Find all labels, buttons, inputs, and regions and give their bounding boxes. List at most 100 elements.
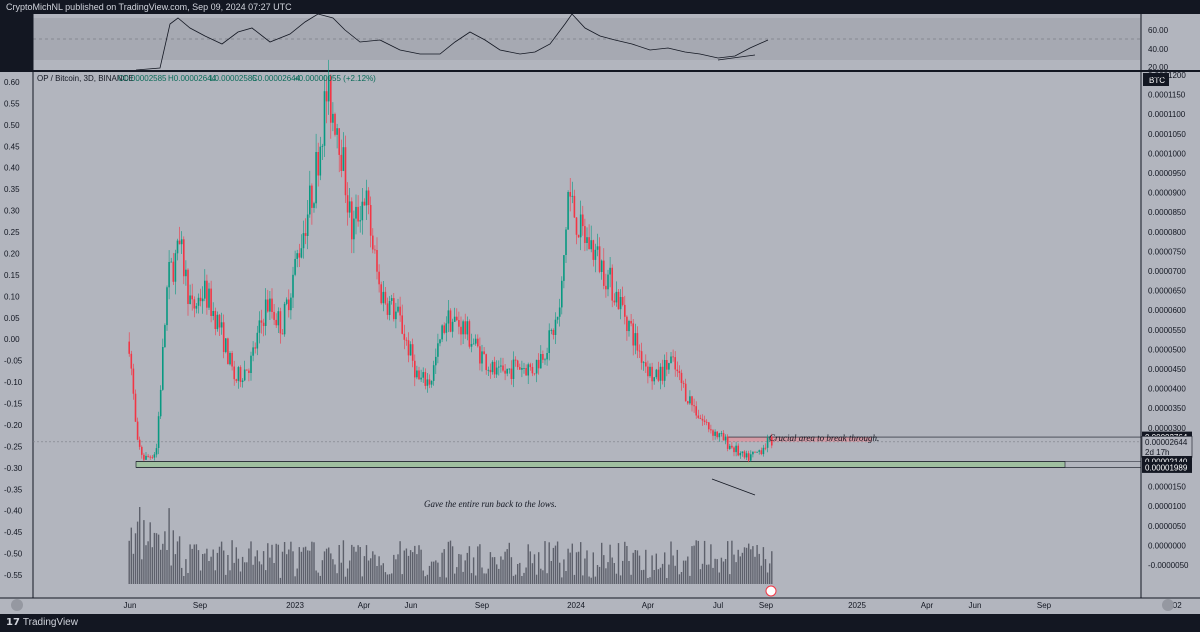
volume-bar bbox=[552, 547, 555, 584]
volume-bar bbox=[181, 567, 183, 584]
candle-body bbox=[172, 261, 175, 282]
volume-bar bbox=[176, 541, 179, 584]
volume-bar bbox=[372, 551, 374, 584]
candle-body bbox=[378, 271, 380, 285]
candle-body bbox=[206, 280, 208, 308]
rsi-divergence-line bbox=[717, 54, 756, 61]
candle-body bbox=[699, 417, 702, 419]
candle-body bbox=[306, 214, 309, 236]
candle-body bbox=[420, 377, 422, 380]
volume-bar bbox=[397, 554, 399, 584]
volume-bar bbox=[588, 576, 590, 584]
volume-bar bbox=[632, 552, 634, 584]
candle-body bbox=[638, 350, 641, 352]
candle-body bbox=[246, 369, 248, 371]
volume-bar bbox=[649, 577, 651, 584]
volume-bar bbox=[191, 548, 193, 584]
legend-close: C0.00002644 bbox=[252, 74, 301, 83]
left-axis-tick: 0.00 bbox=[4, 335, 20, 344]
time-axis-tick: Apr bbox=[642, 601, 655, 610]
timezone-button[interactable] bbox=[11, 599, 23, 611]
volume-bar bbox=[149, 522, 151, 584]
left-axis-tick: 0.60 bbox=[4, 78, 20, 87]
candle-body bbox=[294, 258, 296, 275]
candle-body bbox=[134, 393, 137, 422]
time-axis-tick: Sep bbox=[759, 601, 774, 610]
volume-bar bbox=[512, 575, 515, 584]
candle-body bbox=[254, 347, 256, 349]
candle-body bbox=[676, 369, 679, 372]
volume-bar bbox=[426, 574, 429, 584]
volume-bar bbox=[670, 541, 672, 584]
volume-bar bbox=[548, 542, 550, 584]
candle-body bbox=[771, 436, 773, 446]
candle-body bbox=[416, 370, 418, 378]
events-marker-icon[interactable] bbox=[765, 585, 777, 597]
left-axis-tick: -0.55 bbox=[4, 571, 23, 580]
volume-bar bbox=[212, 549, 214, 584]
left-axis-tick: 0.20 bbox=[4, 250, 20, 259]
volume-bar bbox=[302, 547, 305, 584]
candle-body bbox=[523, 368, 525, 369]
left-axis-tick: -0.50 bbox=[4, 550, 23, 559]
left-axis-tick: 0.05 bbox=[4, 314, 20, 323]
candle-body bbox=[210, 288, 212, 316]
price-chart[interactable]: 60.00 40.00 20.00 OP / Bitcoin, 3D, BINA… bbox=[0, 14, 1200, 614]
volume-bar bbox=[739, 556, 741, 584]
volume-bar bbox=[391, 573, 393, 584]
volume-bar bbox=[330, 553, 332, 584]
candle-body bbox=[252, 347, 254, 356]
gave-back-annotation: Gave the entire run back to the lows. bbox=[424, 499, 557, 509]
volume-bar bbox=[241, 556, 244, 584]
candle-body bbox=[136, 421, 139, 440]
left-axis-tick: -0.05 bbox=[4, 357, 23, 366]
crucial-annotation: Crucial area to break through. bbox=[769, 433, 879, 443]
volume-bar bbox=[258, 561, 261, 584]
candle-body bbox=[477, 338, 479, 347]
volume-bar bbox=[298, 547, 300, 584]
volume-bar bbox=[319, 575, 321, 584]
left-axis-tick: -0.15 bbox=[4, 400, 23, 409]
volume-bar bbox=[508, 542, 510, 584]
volume-bar bbox=[666, 578, 668, 584]
volume-bar bbox=[380, 565, 382, 584]
volume-bar bbox=[395, 559, 397, 584]
volume-bar bbox=[233, 562, 235, 584]
candle-body bbox=[153, 454, 156, 458]
volume-bar bbox=[481, 567, 483, 584]
volume-bar bbox=[155, 533, 158, 584]
settings-gear-icon[interactable] bbox=[1162, 599, 1174, 611]
right-axis-tick: 0.0000650 bbox=[1148, 287, 1186, 296]
candle-body bbox=[199, 297, 202, 302]
candle-body bbox=[718, 433, 721, 438]
candle-body bbox=[647, 366, 649, 377]
rsi-tick-60: 60.00 bbox=[1148, 26, 1169, 35]
volume-bar bbox=[651, 555, 653, 584]
volume-bar bbox=[351, 544, 353, 584]
right-axis-tick: 0.0000600 bbox=[1148, 306, 1186, 315]
candle-body bbox=[411, 344, 414, 361]
left-axis-tick: -0.40 bbox=[4, 507, 23, 516]
candle-body bbox=[470, 344, 473, 347]
left-axis bbox=[0, 72, 33, 598]
left-axis-tick: -0.25 bbox=[4, 442, 23, 451]
candle-body bbox=[216, 314, 219, 330]
candle-body bbox=[340, 154, 343, 171]
volume-bar bbox=[325, 548, 328, 584]
rsi-tick-40: 40.00 bbox=[1148, 45, 1169, 54]
volume-bar bbox=[231, 540, 233, 584]
candle-body bbox=[346, 195, 349, 213]
volume-bar bbox=[414, 545, 416, 584]
volume-bar bbox=[328, 547, 330, 584]
candle-body bbox=[726, 436, 729, 449]
volume-bar bbox=[376, 566, 378, 584]
candle-body bbox=[267, 299, 269, 312]
candle-body bbox=[372, 235, 374, 250]
left-axis-tick: 0.10 bbox=[4, 292, 20, 301]
volume-bar bbox=[506, 549, 508, 584]
volume-bar bbox=[760, 565, 762, 584]
currency-badge[interactable] bbox=[1143, 73, 1169, 86]
right-axis-tick: 0.0000850 bbox=[1148, 208, 1186, 217]
candle-body bbox=[611, 267, 613, 301]
right-axis-tick: 0.0000050 bbox=[1148, 522, 1186, 531]
